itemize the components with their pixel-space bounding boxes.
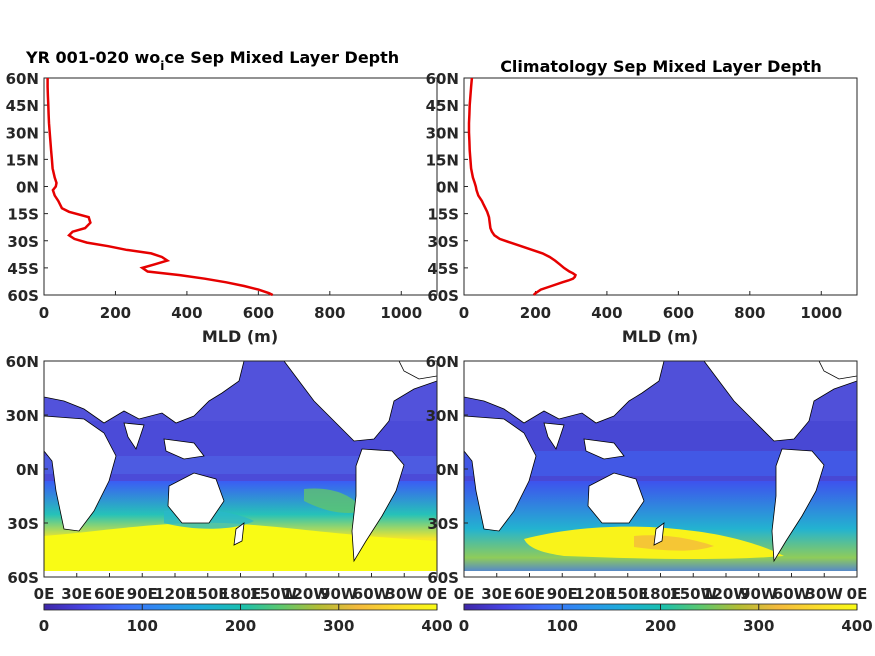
y-tick-label: 45S: [427, 260, 459, 278]
map-x-tick-label: 0E: [454, 585, 475, 603]
map-x-tick-label: 120E: [574, 585, 616, 603]
colorbar-tick-label: 100: [127, 617, 158, 635]
map-x-tick-label: 90W: [320, 585, 358, 603]
x-tick-label: 1000: [800, 304, 842, 322]
map-x-tick-label: 0E: [847, 585, 868, 603]
colorbar-tick-label: 100: [547, 617, 578, 635]
map-y-tick-label: 60N: [426, 353, 459, 371]
map-x-tick-label: 90E: [547, 585, 578, 603]
map-y-tick-label: 60S: [427, 569, 459, 587]
colorbar-tick-label: 0: [459, 617, 469, 635]
map-x-tick-label: 120E: [154, 585, 196, 603]
x-tick-label: 0: [39, 304, 49, 322]
map-y-tick-label: 30N: [426, 407, 459, 425]
colorbar-tick-label: 200: [645, 617, 676, 635]
x-axis-label-right: MLD (m): [622, 327, 698, 346]
map-y-tick-label: 30S: [427, 515, 459, 533]
y-tick-label: 60S: [427, 287, 459, 305]
y-tick-label: 30N: [426, 124, 459, 142]
y-tick-label: 45S: [7, 260, 39, 278]
x-tick-label: 600: [663, 304, 694, 322]
colorbar-tick-label: 300: [323, 617, 354, 635]
map-x-tick-label: 60W: [353, 585, 391, 603]
map-x-tick-label: 120W: [702, 585, 750, 603]
y-tick-label: 60S: [7, 287, 39, 305]
y-tick-label: 0N: [436, 179, 459, 197]
colorbar-tick-label: 400: [841, 617, 872, 635]
map-x-tick-label: 150E: [187, 585, 229, 603]
map-x-tick-label: 0E: [34, 585, 55, 603]
x-tick-label: 400: [591, 304, 622, 322]
map-y-tick-label: 0N: [436, 461, 459, 479]
x-tick-label: 200: [520, 304, 551, 322]
x-tick-label: 0: [459, 304, 469, 322]
y-tick-label: 0N: [16, 179, 39, 197]
y-tick-label: 60N: [426, 70, 459, 88]
colorbar-tick-label: 0: [39, 617, 49, 635]
y-tick-label: 15N: [426, 151, 459, 169]
line-panel-right: Climatology Sep Mixed Layer Depth 0 200 40…: [426, 57, 858, 346]
y-tick-label: 15S: [7, 206, 39, 224]
colorbar-tick-label: 400: [421, 617, 452, 635]
map-y-tick-label: 60N: [6, 353, 39, 371]
y-tick-label: 30S: [427, 233, 459, 251]
map-x-tick-label: 0E: [427, 585, 448, 603]
y-tick-label: 45N: [6, 97, 39, 115]
y-tick-label: 15S: [427, 206, 459, 224]
x-tick-label: 400: [171, 304, 202, 322]
map-x-tick-label: 150E: [607, 585, 649, 603]
plot-area-right: [463, 77, 858, 296]
map-panel-left: 0E 30E 60E 90E120E150E180E150W120W90W60W30W…: [6, 353, 453, 635]
y-tick-label: 15N: [6, 151, 39, 169]
y-tick-label: 45N: [426, 97, 459, 115]
map-area-left: [44, 361, 437, 577]
map-x-tick-label: 180E: [640, 585, 682, 603]
map-x-tick-label: 30E: [481, 585, 512, 603]
map-x-tick-label: 60W: [773, 585, 811, 603]
line-panel-left: YR 001-020 woice Sep Mixed Layer Depth 0…: [6, 48, 438, 346]
map-x-tick-label: 30E: [61, 585, 92, 603]
map-x-tick-label: 180E: [220, 585, 262, 603]
mld-line-left: [46, 78, 274, 297]
colorbar-tick-label: 200: [225, 617, 256, 635]
map-x-tick-label: 120W: [282, 585, 330, 603]
map-x-tick-label: 60E: [94, 585, 125, 603]
map-x-tick-label: 30W: [386, 585, 424, 603]
x-tick-label: 1000: [380, 304, 422, 322]
x-tick-label: 600: [243, 304, 274, 322]
y-tick-label: 30S: [7, 233, 39, 251]
map-y-tick-label: 60S: [7, 569, 39, 587]
map-x-tick-label: 30W: [806, 585, 844, 603]
map-x-tick-label: 150W: [249, 585, 297, 603]
map-y-tick-label: 0N: [16, 461, 39, 479]
map-x-tick-label: 90W: [740, 585, 778, 603]
x-tick-label: 200: [100, 304, 131, 322]
x-tick-label: 800: [734, 304, 765, 322]
map-x-tick-label: 150W: [669, 585, 717, 603]
y-tick-label: 30N: [6, 124, 39, 142]
mld-line-right: [467, 77, 578, 296]
x-tick-label: 800: [314, 304, 345, 322]
panel-title-left: YR 001-020 woice Sep Mixed Layer Depth: [25, 48, 399, 73]
x-axis-label-left: MLD (m): [202, 327, 278, 346]
map-x-tick-label: 60E: [514, 585, 545, 603]
map-y-tick-label: 30N: [6, 407, 39, 425]
map-y-tick-label: 30S: [7, 515, 39, 533]
map-x-tick-label: 90E: [127, 585, 158, 603]
map-panel-right: 0E 30E 60E 90E120E150E180E150W120W90W60W30W…: [426, 353, 873, 635]
colorbar-tick-label: 300: [743, 617, 774, 635]
y-tick-label: 60N: [6, 70, 39, 88]
plot-area-left: [43, 77, 438, 296]
map-area-right: [464, 361, 857, 577]
panel-title-right: Climatology Sep Mixed Layer Depth: [500, 57, 822, 76]
